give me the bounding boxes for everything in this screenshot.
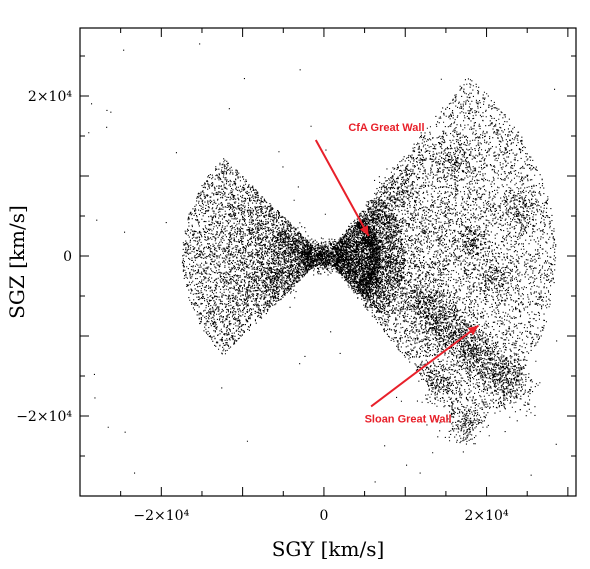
galaxy-points (88, 43, 558, 483)
y-tick-label: 0 (63, 249, 72, 265)
plot-frame (79, 27, 577, 497)
annotation-arrow-head (359, 225, 369, 236)
data-points (88, 43, 558, 483)
annotation-arrow-head (467, 325, 479, 336)
x-axis-label: SGY [km/s] (272, 537, 385, 561)
axis-ticks: −2×10⁴ 0 2×10⁴ 2×10⁴ 0 −2×10⁴ (16, 28, 576, 524)
y-tick-label: −2×10⁴ (16, 409, 72, 425)
x-tick-label: −2×10⁴ (133, 508, 189, 524)
x-tick-label: 2×10⁴ (465, 508, 509, 524)
annotation-arrow-line (370, 324, 480, 408)
y-tick-label: 2×10⁴ (28, 89, 72, 105)
annotation-label: Sloan Great Wall (365, 413, 452, 425)
annotation-arrow-line (314, 139, 370, 237)
annotation-label: CfA Great Wall (348, 122, 424, 134)
y-axis-label: SGZ [km/s] (5, 205, 29, 319)
annotations: CfA Great Wall Sloan Great Wall (314, 122, 480, 425)
x-tick-label: 0 (319, 508, 328, 524)
